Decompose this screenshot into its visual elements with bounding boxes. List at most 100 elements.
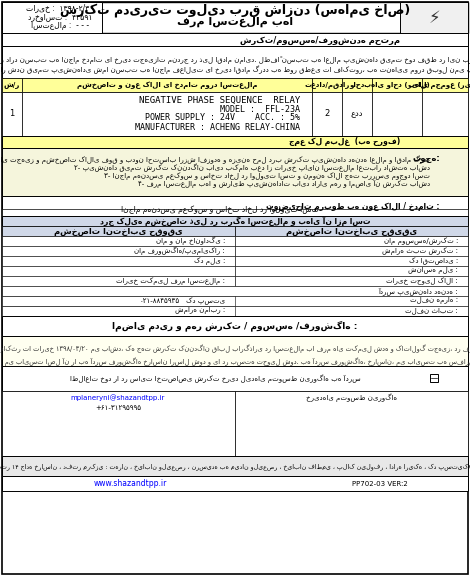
Bar bbox=[235, 391, 468, 456]
Text: mplaneryni@shazandtpp.ir: mplaneryni@shazandtpp.ir bbox=[71, 395, 165, 401]
Text: نام موسسه/شرکت :: نام موسسه/شرکت : bbox=[384, 237, 458, 245]
Text: مشخصات و نوع کالا یا خدمات مورد استعلام: مشخصات و نوع کالا یا خدمات مورد استعلام bbox=[77, 81, 257, 89]
Bar bbox=[22, 78, 312, 92]
Text: نام فروشگاه/پیمایکار :: نام فروشگاه/پیمایکار : bbox=[134, 247, 225, 255]
Text: شرکت/موسسه/فروشنده محترم: شرکت/موسسه/فروشنده محترم bbox=[240, 36, 400, 44]
Text: فرم استعلام بها: فرم استعلام بها bbox=[177, 17, 293, 27]
Bar bbox=[235, 226, 468, 236]
Bar bbox=[2, 78, 468, 92]
Text: شماره نمابر :: شماره نمابر : bbox=[175, 308, 225, 314]
Text: کد پستی: کد پستی bbox=[186, 297, 225, 305]
Text: بهای مجموع (ریال): بهای مجموع (ریال) bbox=[407, 82, 470, 89]
Text: جمع کل مبلغ  (به حروف): جمع کل مبلغ (به حروف) bbox=[289, 138, 400, 146]
Bar bbox=[2, 209, 468, 216]
Bar bbox=[2, 306, 235, 316]
Text: درخواست :  ۴۴۵۹۱: درخواست : ۴۴۵۹۱ bbox=[28, 13, 92, 21]
Text: MODEL :  FFL-23A: MODEL : FFL-23A bbox=[220, 104, 300, 113]
Text: استعلام :  - - -: استعلام : - - - bbox=[31, 21, 89, 31]
Text: ش/ر: ش/ر bbox=[4, 82, 20, 89]
Text: آدرس پیشنهاد دهنده :: آدرس پیشنهاد دهنده : bbox=[378, 287, 458, 295]
Bar bbox=[2, 226, 235, 236]
Text: ۱- لطفاً قیمت خوانا، واضح و بدون خدشدگی نوشته شود، ضمناً قیمت فقط برای تجهیز و م: ۱- لطفاً قیمت خوانا، واضح و بدون خدشدگی … bbox=[0, 156, 430, 164]
Text: تاریخ تکمیل فرم استعلام :: تاریخ تکمیل فرم استعلام : bbox=[116, 277, 225, 285]
Bar bbox=[2, 136, 468, 148]
Bar bbox=[342, 92, 372, 136]
Text: ۰۲۱-۸۸۴۵۹۳۵: ۰۲۱-۸۸۴۵۹۳۵ bbox=[140, 298, 180, 304]
Bar bbox=[342, 78, 372, 92]
Bar bbox=[430, 374, 438, 382]
Bar bbox=[2, 2, 102, 33]
Bar bbox=[2, 196, 468, 216]
Bar bbox=[2, 2, 468, 33]
Text: توجه:: توجه: bbox=[412, 154, 440, 163]
Text: اطلاعات خود را در سایت اختصاصی شرکت خرید لیدهای متوسط نیروگاه به آدرس: اطلاعات خود را در سایت اختصاصی شرکت خرید… bbox=[70, 375, 360, 383]
Bar bbox=[2, 316, 468, 336]
Text: 2: 2 bbox=[324, 109, 329, 119]
Text: شرکت مدیریت تولید برق شازند (سهامی خاص): شرکت مدیریت تولید برق شازند (سهامی خاص) bbox=[60, 3, 410, 17]
Text: واحد: واحد bbox=[349, 82, 365, 89]
Bar bbox=[235, 256, 468, 266]
Bar bbox=[2, 226, 468, 316]
Text: PP702-03 VER:2: PP702-03 VER:2 bbox=[352, 481, 408, 487]
Bar bbox=[2, 476, 468, 491]
Text: تلفن ثابت :: تلفن ثابت : bbox=[405, 308, 458, 314]
Text: مشخصات انتخابی حقیقی: مشخصات انتخابی حقیقی bbox=[286, 226, 417, 236]
Text: کد ملی :: کد ملی : bbox=[194, 257, 225, 265]
Text: POWER SUPPLY : 24V    ACC. : 5%: POWER SUPPLY : 24V ACC. : 5% bbox=[145, 113, 300, 123]
Text: شناسه ملی :: شناسه ملی : bbox=[408, 267, 458, 275]
Text: تلفن همراه :: تلفن همراه : bbox=[410, 297, 458, 305]
Bar bbox=[422, 92, 468, 136]
Text: مشخصات انتخابی حقوقی: مشخصات انتخابی حقوقی bbox=[54, 226, 182, 236]
Bar bbox=[372, 92, 422, 136]
Text: عدد: عدد bbox=[351, 109, 363, 119]
Bar bbox=[235, 266, 468, 276]
Text: +۶۱-۳۱۲۹۵۹۹۵: +۶۱-۳۱۲۹۵۹۹۵ bbox=[95, 405, 141, 411]
Bar bbox=[2, 246, 235, 256]
Text: بهای واحد (ریال): بهای واحد (ریال) bbox=[364, 82, 430, 89]
Bar bbox=[2, 286, 468, 296]
Text: ۴- فرم استعلام بها و شرایط پیشنهادات باید دارای مهر و امضای آن شرکت باشد: ۴- فرم استعلام بها و شرایط پیشنهادات بای… bbox=[138, 180, 430, 188]
Text: امضای مدیر و مهر شرکت / موسسه /فروشگاه :: امضای مدیر و مهر شرکت / موسسه /فروشگاه : bbox=[112, 321, 358, 331]
Bar bbox=[2, 266, 235, 276]
Bar bbox=[2, 456, 468, 476]
Bar bbox=[2, 296, 235, 306]
Text: انجام مهندسی معکوس و ساخت داخل در اولویت است: انجام مهندسی معکوس و ساخت داخل در اولویت… bbox=[121, 206, 319, 214]
Bar bbox=[2, 46, 468, 78]
Bar bbox=[235, 246, 468, 256]
Text: خریدهای متوسط نیروگاه: خریدهای متوسط نیروگاه bbox=[306, 393, 398, 402]
Text: تعداد/مقدار: تعداد/مقدار bbox=[304, 82, 350, 89]
Bar bbox=[2, 33, 468, 46]
Bar bbox=[2, 276, 235, 286]
Text: این شرکت در نظر دارد نسبت به انجام خدمات یا خرید تجهیزات مندرج در ذیل اقدام نمای: این شرکت در نظر دارد نسبت به انجام خدمات… bbox=[0, 56, 470, 65]
Bar bbox=[2, 236, 235, 246]
Text: تاریخ :  ۱۳۹۸-۲/۳۰: تاریخ : ۱۳۹۸-۲/۳۰ bbox=[26, 3, 94, 13]
Bar bbox=[2, 296, 468, 306]
Bar bbox=[2, 92, 468, 136]
Text: آدرس : کیلومتر ۱۴ جاده خراسان ، دفتر مرکزی : تهران ، خیابان ولیعصر ، نرسیده به م: آدرس : کیلومتر ۱۴ جاده خراسان ، دفتر مرک… bbox=[0, 462, 470, 470]
Bar bbox=[2, 92, 22, 136]
Text: ۲- پیشنهاد قیمت شرکت کنندگان باید بکماه بعد از تاریخ پایان استعلام اعتبار داشته : ۲- پیشنهاد قیمت شرکت کنندگان باید بکماه … bbox=[74, 164, 430, 172]
Bar bbox=[372, 78, 422, 92]
Text: کد اقتصادی :: کد اقتصادی : bbox=[409, 257, 458, 265]
Text: توضیحات مربوط به نوع کالا / خدمات :: توضیحات مربوط به نوع کالا / خدمات : bbox=[266, 202, 440, 211]
Bar bbox=[312, 78, 342, 92]
Bar bbox=[2, 336, 468, 391]
Bar bbox=[2, 148, 468, 196]
Bar bbox=[400, 2, 468, 33]
Text: ۳- انجام مهندسی معکوس و ساخت داخل در اولویت است و نمونه کالا جهت بررسی موجود است: ۳- انجام مهندسی معکوس و ساخت داخل در اول… bbox=[104, 172, 430, 180]
Text: مدت اعتبار این استعلام حداکثر تا تاریخ ۱۳۹۸/۰۳/۲۰ می باشد، که جهت شرکت کنندگان ق: مدت اعتبار این استعلام حداکثر تا تاریخ ۱… bbox=[0, 344, 470, 353]
Text: www.shazandtpp.ir: www.shazandtpp.ir bbox=[94, 479, 167, 488]
Bar bbox=[422, 78, 468, 92]
Text: MANUFACTURER : ACHENG RELAY-CHINA: MANUFACTURER : ACHENG RELAY-CHINA bbox=[135, 123, 300, 131]
Text: پدیدار شدن قیمت پیشنهادی شما نسبت به انجام فعالیت یا خرید اقدام گردد به طور قطعی: پدیدار شدن قیمت پیشنهادی شما نسبت به انج… bbox=[0, 66, 470, 74]
Text: در سایت خریدهای متوسط نیروگاه، می بایست اصل آن را به آدرس فروشگاه خراسان ارسال ش: در سایت خریدهای متوسط نیروگاه، می بایست … bbox=[0, 358, 470, 366]
Bar bbox=[22, 92, 312, 136]
Bar bbox=[2, 256, 235, 266]
Text: شماره ثبت شرکت :: شماره ثبت شرکت : bbox=[382, 247, 458, 255]
Text: نام و نام خانوادگی :: نام و نام خانوادگی : bbox=[156, 237, 225, 245]
Bar bbox=[2, 391, 235, 456]
Text: تاریخ تحویل کالا :: تاریخ تحویل کالا : bbox=[386, 277, 458, 285]
Bar bbox=[2, 366, 468, 391]
Bar bbox=[2, 216, 468, 226]
Text: ⚡: ⚡ bbox=[428, 9, 440, 27]
